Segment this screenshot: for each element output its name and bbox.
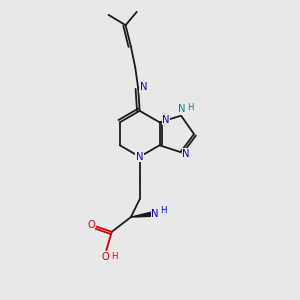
Text: H: H xyxy=(111,252,117,261)
Text: O: O xyxy=(87,220,95,230)
Text: N: N xyxy=(140,82,147,92)
Text: H: H xyxy=(160,206,166,215)
Text: N: N xyxy=(182,148,190,159)
Text: N: N xyxy=(162,115,170,125)
Polygon shape xyxy=(131,212,152,217)
Text: N: N xyxy=(136,152,143,162)
Text: H: H xyxy=(187,103,194,112)
Text: N: N xyxy=(178,104,186,114)
Text: N: N xyxy=(151,209,159,219)
Text: O: O xyxy=(102,252,110,262)
